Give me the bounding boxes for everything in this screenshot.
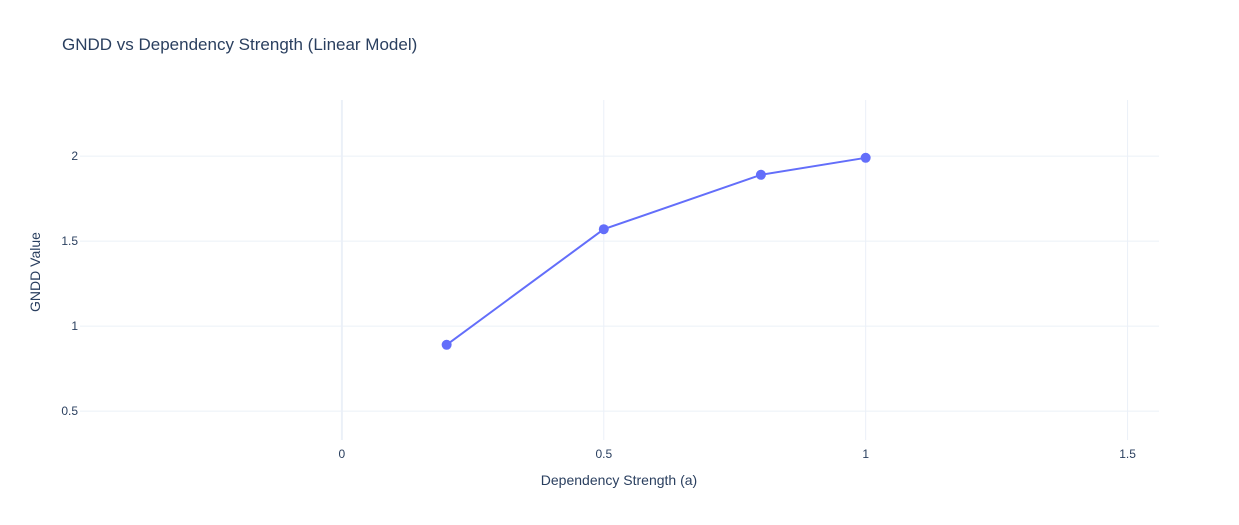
y-axis-title: GNDD Value: [27, 232, 43, 312]
tick-layer: 0.5 1 1.5 2 0 0.5 1 1.5: [61, 149, 1136, 461]
grid-layer: [80, 100, 1159, 440]
x-axis-title: Dependency Strength (a): [541, 472, 697, 488]
y-tick-label: 1: [71, 319, 78, 333]
x-tick-label: 1.5: [1119, 447, 1136, 461]
series-layer: [441, 152, 871, 350]
data-point[interactable]: [755, 169, 766, 180]
data-point[interactable]: [441, 339, 452, 350]
x-tick-label: 0.5: [595, 447, 612, 461]
x-tick-label: 1: [862, 447, 869, 461]
y-tick-label: 0.5: [61, 404, 78, 418]
data-point[interactable]: [598, 224, 609, 235]
data-point[interactable]: [860, 152, 871, 163]
series-line: [446, 156, 866, 346]
y-tick-label: 2: [71, 149, 78, 163]
chart-title: GNDD vs Dependency Strength (Linear Mode…: [62, 35, 417, 54]
y-tick-label: 1.5: [61, 234, 78, 248]
x-tick-label: 0: [339, 447, 346, 461]
